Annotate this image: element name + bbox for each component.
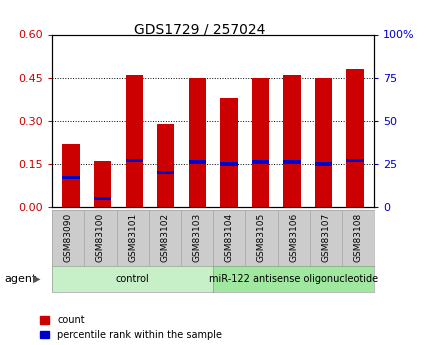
Text: GDS1729 / 257024: GDS1729 / 257024: [134, 22, 265, 37]
Bar: [62, 144, 79, 207]
Text: miR-122 antisense oligonucleotide: miR-122 antisense oligonucleotide: [209, 274, 377, 284]
Bar: [157, 171, 174, 174]
Text: GSM83104: GSM83104: [224, 213, 233, 262]
Bar: [188, 160, 206, 164]
Bar: [94, 161, 111, 207]
Bar: [125, 159, 143, 162]
Legend: count, percentile rank within the sample: count, percentile rank within the sample: [39, 315, 222, 340]
Bar: [283, 75, 300, 207]
Text: ▶: ▶: [33, 274, 40, 284]
Bar: [157, 124, 174, 207]
Text: GSM83105: GSM83105: [256, 213, 265, 263]
Bar: [346, 159, 363, 162]
Text: GSM83090: GSM83090: [64, 213, 72, 263]
Bar: [188, 78, 206, 207]
Bar: [94, 197, 111, 200]
Bar: [314, 162, 332, 166]
Text: GSM83102: GSM83102: [160, 213, 169, 262]
Bar: [251, 78, 269, 207]
Text: GSM83108: GSM83108: [353, 213, 362, 263]
Text: GSM83103: GSM83103: [192, 213, 201, 263]
Bar: [251, 160, 269, 164]
Text: agent: agent: [4, 274, 36, 284]
Bar: [283, 160, 300, 164]
Bar: [220, 162, 237, 166]
Text: GSM83106: GSM83106: [289, 213, 297, 263]
Text: control: control: [115, 274, 149, 284]
Text: GSM83107: GSM83107: [321, 213, 329, 263]
Bar: [125, 75, 143, 207]
Bar: [62, 176, 79, 179]
Bar: [346, 69, 363, 207]
Text: GSM83100: GSM83100: [96, 213, 105, 263]
Text: GSM83101: GSM83101: [128, 213, 137, 263]
Bar: [314, 78, 332, 207]
Bar: [220, 98, 237, 207]
